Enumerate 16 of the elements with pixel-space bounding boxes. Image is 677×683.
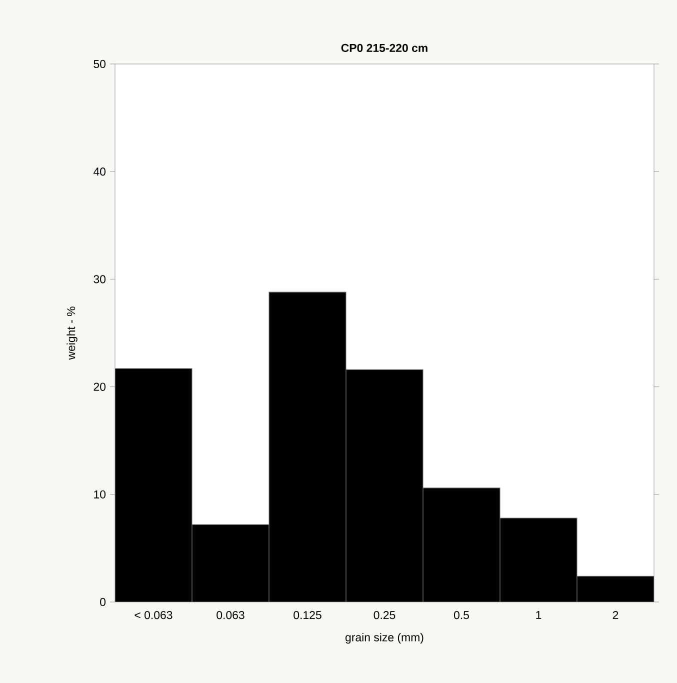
y-tick-label: 30 <box>94 275 106 284</box>
x-tick-label: 1 <box>536 611 542 619</box>
y-tick-label: 40 <box>94 168 106 176</box>
y-tick-label: 10 <box>94 490 106 498</box>
x-tick-label: 0.5 <box>454 611 469 620</box>
x-tick-label: < 0.063 <box>134 611 172 620</box>
x-tick-label: 0.063 <box>216 611 244 620</box>
y-tick-label: 20 <box>94 382 106 391</box>
x-tick-label: 0.25 <box>374 611 396 620</box>
chart-title: CP0 215-220 cm <box>341 44 428 52</box>
x-tick-label: 0.125 <box>294 611 322 620</box>
x-axis-title: grain size (mm) <box>346 632 424 644</box>
y-tick-label: 50 <box>94 60 106 68</box>
y-axis-title: weight - % <box>66 306 78 360</box>
y-tick-label: 0 <box>100 598 106 606</box>
x-tick-label: 2 <box>612 611 618 620</box>
